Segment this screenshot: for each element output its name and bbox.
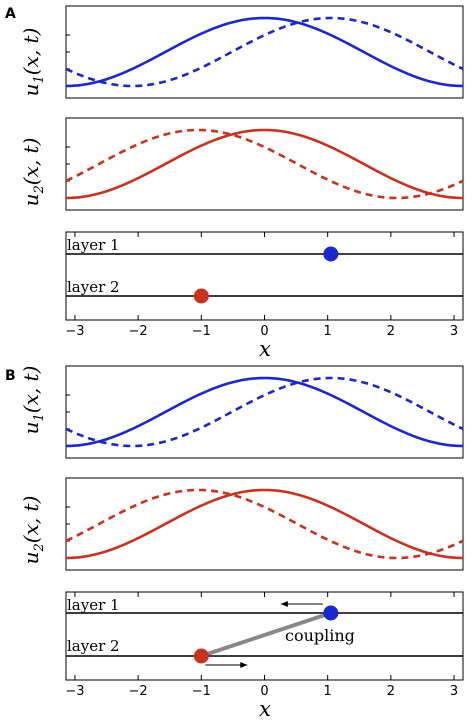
series-b1-dashed xyxy=(65,376,464,448)
arrow-head-layer1 xyxy=(280,601,288,607)
layer2-label-b: layer 2 xyxy=(67,637,120,655)
xlabel-a: x xyxy=(259,337,271,361)
ylabel-u1-a: u1(x, t) xyxy=(19,28,47,97)
series-a2-dashed xyxy=(65,128,464,200)
layer1-label-a: layer 1 xyxy=(67,236,120,254)
xtick-label-a-5: 2 xyxy=(387,324,395,339)
xtick-label-b-4: 1 xyxy=(324,684,332,699)
coupling-line xyxy=(200,611,332,658)
bump-layer2-b xyxy=(193,648,209,664)
series-a1-solid xyxy=(65,16,464,88)
series-a1-dashed xyxy=(65,16,464,88)
series-b2-solid xyxy=(65,488,464,560)
series-b2-dashed xyxy=(65,488,464,560)
xtick-label-a-2: −1 xyxy=(192,324,211,339)
panel-label-b: B xyxy=(5,368,16,384)
xtick-label-a-3: 0 xyxy=(260,324,268,339)
bump-layer1-b xyxy=(323,605,339,621)
xtick-label-b-5: 2 xyxy=(387,684,395,699)
xtick-label-b-6: 3 xyxy=(450,684,458,699)
arrow-head-layer2 xyxy=(240,662,248,668)
plot-frame-b1 xyxy=(65,365,464,459)
xtick-label-b-2: −1 xyxy=(192,684,211,699)
plot-frame-b2 xyxy=(65,477,464,571)
xtick-label-b-1: −2 xyxy=(129,684,148,699)
layer1-label-b: layer 1 xyxy=(67,596,120,614)
xtick-label-b-3: 0 xyxy=(260,684,268,699)
xtick-label-b-0: −3 xyxy=(65,684,84,699)
series-b1-solid xyxy=(65,376,464,448)
ylabel-u2-b: u2(x, t) xyxy=(19,496,47,565)
plot-frame-a2 xyxy=(65,117,464,211)
xtick-label-a-6: 3 xyxy=(450,324,458,339)
positions-frame-a xyxy=(65,231,464,321)
xtick-label-a-4: 1 xyxy=(324,324,332,339)
xlabel-b: x xyxy=(259,697,271,720)
bump-layer2-a xyxy=(193,288,209,304)
xtick-label-a-1: −2 xyxy=(129,324,148,339)
layer2-label-a: layer 2 xyxy=(67,278,120,296)
bump-layer1-a xyxy=(323,246,339,262)
xtick-label-a-0: −3 xyxy=(65,324,84,339)
ylabel-u1-b: u1(x, t) xyxy=(19,366,47,435)
ylabel-u2-a: u2(x, t) xyxy=(19,138,47,207)
panel-label-a: A xyxy=(5,6,16,22)
coupling-label: coupling xyxy=(285,626,355,645)
series-a2-solid xyxy=(65,128,464,200)
plot-frame-a1 xyxy=(65,5,464,99)
